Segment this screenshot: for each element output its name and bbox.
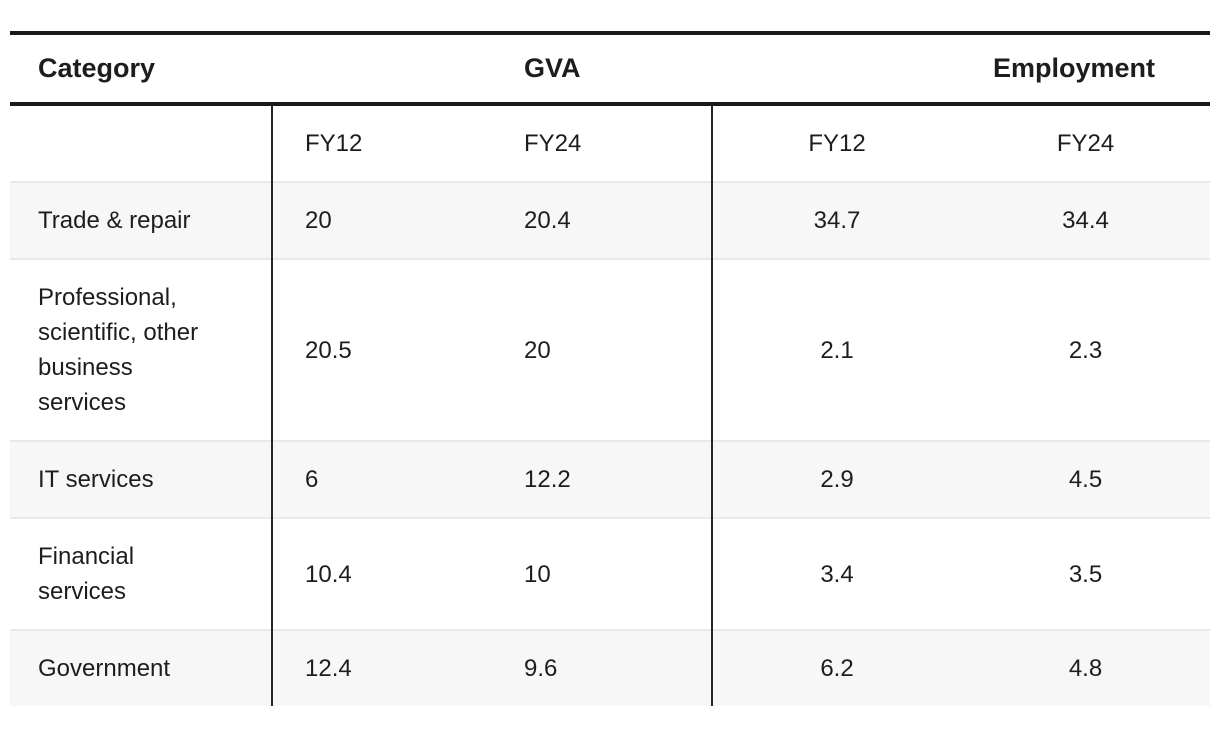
table-row: Trade & repair 20 20.4 34.7 34.4 — [10, 181, 1210, 259]
subheader-empty-cell — [10, 104, 272, 182]
cell-employment-fy24: 4.8 — [961, 629, 1210, 706]
cell-gva-fy24: 12.2 — [492, 440, 712, 518]
subheader-employment-fy24: FY24 — [1056, 130, 1115, 157]
cell-employment-fy24: 34.4 — [961, 181, 1210, 259]
cell-employment-fy24: 4.5 — [961, 440, 1210, 518]
cell-category: Government — [10, 629, 272, 706]
cell-gva-fy12: 20 — [271, 181, 492, 259]
column-header-category: Category — [10, 33, 272, 106]
group-header-gva: GVA — [492, 33, 712, 106]
subheader-gva-fy12: FY12 — [271, 104, 492, 182]
cell-employment-fy12: 34.7 — [711, 181, 961, 259]
cell-employment-fy12: 3.4 — [711, 517, 961, 630]
subheader-employment-fy12: FY12 — [711, 104, 961, 182]
cell-gva-fy24: 20.4 — [492, 181, 712, 259]
cell-gva-fy24: 20 — [492, 258, 712, 441]
cell-category: Professional, scientific, other business… — [10, 258, 272, 441]
group-header-row: Category GVA Employment — [10, 33, 1210, 106]
cell-category: IT services — [10, 440, 272, 518]
cell-category: Financial services — [10, 517, 272, 630]
cell-gva-fy12: 6 — [271, 440, 492, 518]
subheader-gva-fy24: FY24 — [524, 130, 582, 157]
cell-gva-fy12: 12.4 — [271, 629, 492, 706]
group-header-spacer — [712, 33, 961, 106]
cell-category: Trade & repair — [10, 181, 272, 259]
cell-employment-fy12: 6.2 — [711, 629, 961, 706]
table-row: Financial services 10.4 10 3.4 3.5 — [10, 517, 1210, 630]
cell-employment-fy12: 2.9 — [711, 440, 961, 518]
table-row: IT services 6 12.2 2.9 4.5 — [10, 440, 1210, 518]
cell-gva-fy24: 10 — [492, 517, 712, 630]
cell-employment-fy24: 2.3 — [961, 258, 1210, 441]
cell-gva-fy24: 9.6 — [492, 629, 712, 706]
cell-employment-fy24: 3.5 — [961, 517, 1210, 630]
data-table: Category GVA Employment FY12 FY24 FY12 F… — [10, 31, 1210, 706]
group-header-spacer — [272, 33, 492, 106]
subheader-row: FY12 FY24 FY12 FY24 — [10, 104, 1210, 182]
table-row: Professional, scientific, other business… — [10, 258, 1210, 441]
table-row: Government 12.4 9.6 6.2 4.8 — [10, 629, 1210, 706]
cell-gva-fy12: 10.4 — [271, 517, 492, 630]
cell-gva-fy12: 20.5 — [271, 258, 492, 441]
cell-employment-fy12: 2.1 — [711, 258, 961, 441]
group-header-employment: Employment — [961, 33, 1210, 106]
